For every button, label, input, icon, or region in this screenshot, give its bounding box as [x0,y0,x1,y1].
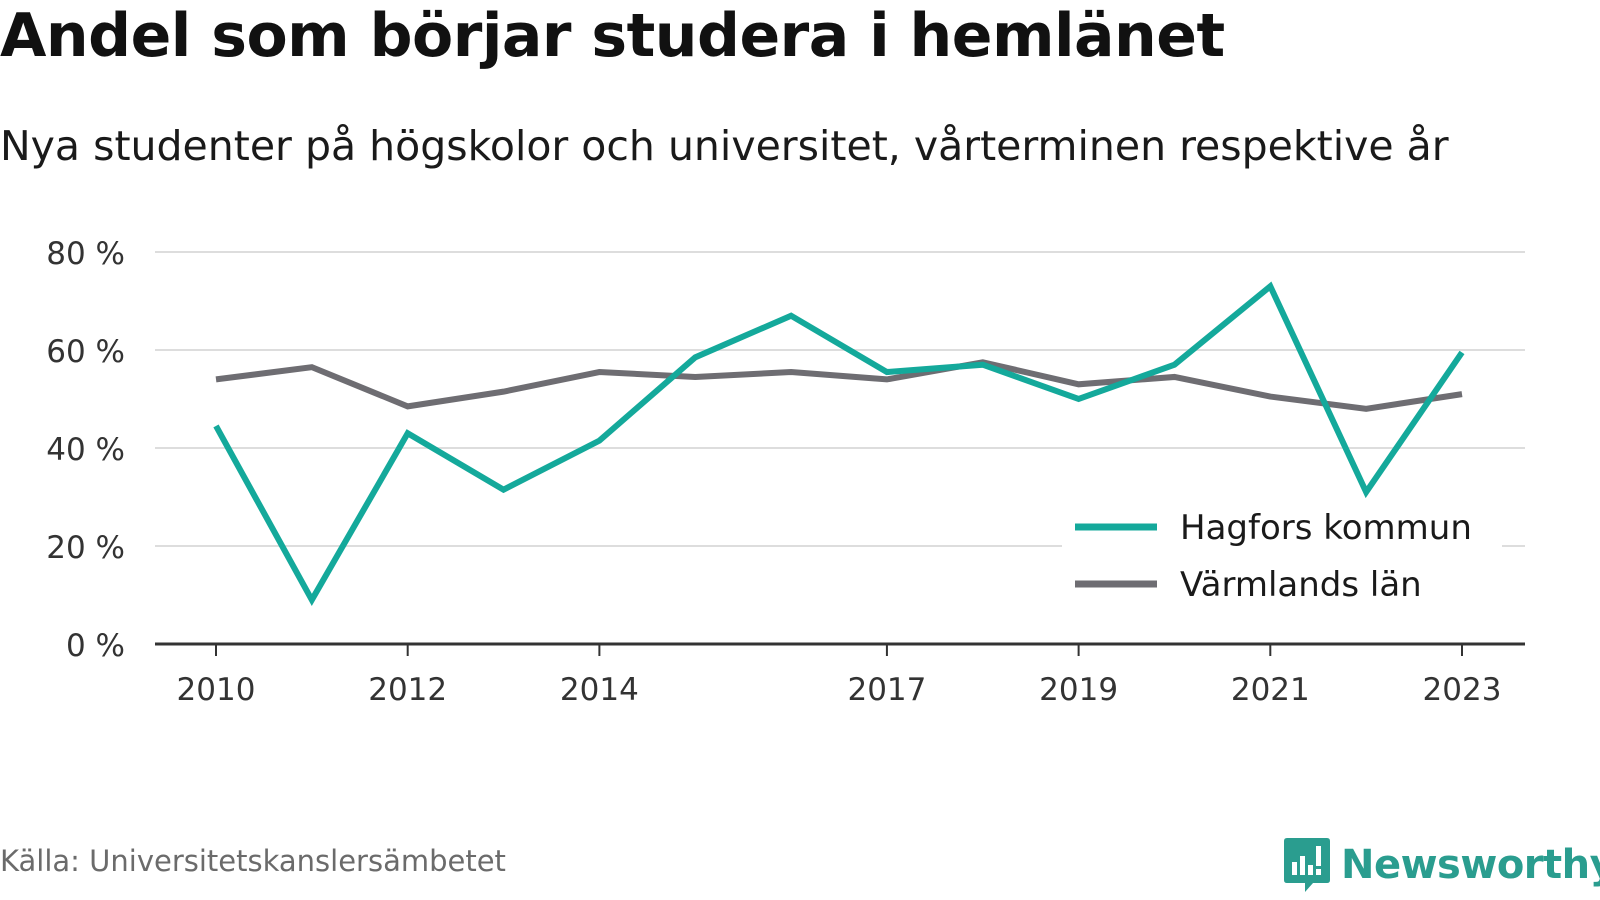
newsworthy-logo-icon [1284,838,1330,892]
y-tick-label: 20 % [46,530,125,566]
x-tick-label: 2010 [177,672,256,708]
brand-name: Newsworthy [1341,842,1600,888]
y-tick-label: 40 % [46,432,125,468]
legend: Hagfors kommun Värmlands län [1062,500,1502,612]
x-tick-label: 2021 [1231,672,1310,708]
legend-background [1062,500,1502,612]
x-tick-label: 2019 [1039,672,1118,708]
legend-label: Värmlands län [1180,565,1422,605]
brand-logo: Newsworthy [1283,836,1600,894]
x-tick-label: 2023 [1423,672,1502,708]
y-tick-label: 80 % [46,236,125,272]
series-line [213,281,1465,607]
series-lines [213,281,1465,607]
x-axis: 2010 2012 2014 2017 2019 2021 2023 [155,642,1525,708]
chart-title: Andel som börjar studera i hemlänet [0,1,1225,71]
legend-label: Hagfors kommun [1180,508,1472,548]
x-tick-label: 2014 [560,672,639,708]
source-note: Källa: Universitetskanslersämbetet [0,844,506,878]
gridlines: 0 % 20 % 40 % 60 % 80 % [46,236,1525,664]
x-tick-label: 2012 [368,672,447,708]
chart-subtitle: Nya studenter på högskolor och universit… [0,122,1449,170]
line-chart: 0 % 20 % 40 % 60 % 80 % 2010 2012 2014 2017 2019… [46,236,1525,708]
x-tick-label: 2017 [847,672,926,708]
y-tick-label: 60 % [46,334,125,370]
series-line [215,359,1463,412]
y-tick-label: 0 % [66,628,125,664]
